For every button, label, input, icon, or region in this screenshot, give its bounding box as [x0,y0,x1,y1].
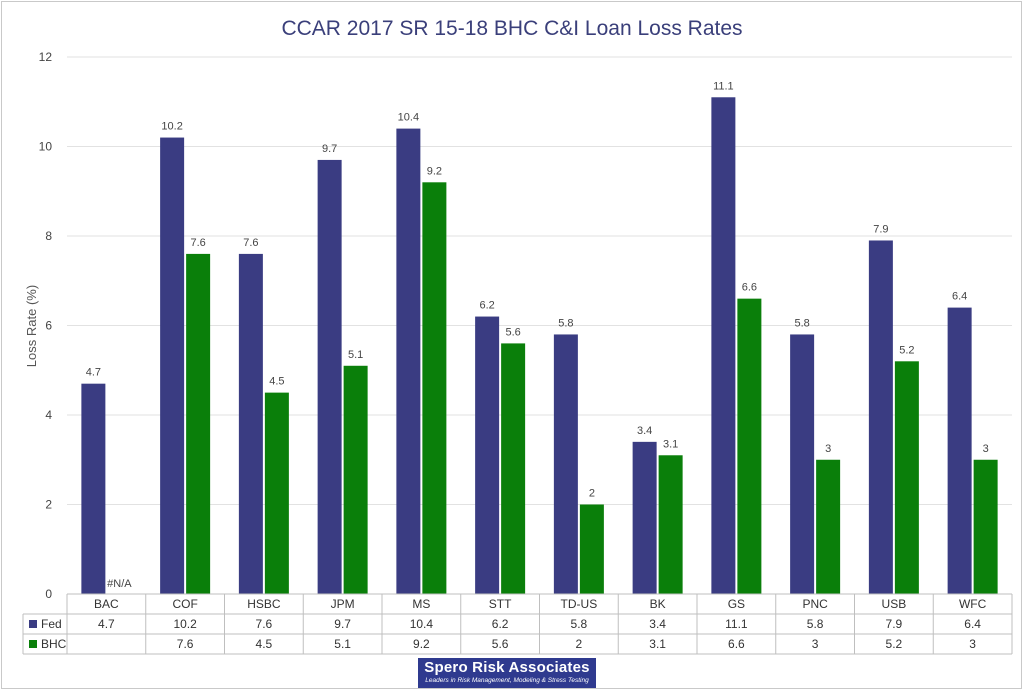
bar-bhc [579,504,604,594]
table-cell: 11.1 [725,617,748,631]
data-label: 3.1 [663,438,678,450]
table-cell: 7.9 [886,617,903,631]
table-cell: 7.6 [177,637,194,651]
table-cell: 6.4 [964,617,981,631]
data-label: 5.6 [505,326,520,338]
x-tick-label: USB [882,597,907,611]
data-label: 6.4 [952,291,967,303]
table-cell: 5.1 [334,637,351,651]
data-label: 5.8 [558,317,573,329]
bar-fed [711,97,736,595]
data-label: 9.7 [322,143,337,155]
x-tick-label: STT [489,597,512,611]
table-cell: 10.2 [173,617,197,631]
y-tick-label: 0 [45,587,52,601]
y-tick-label: 8 [45,229,52,243]
data-label: 10.2 [161,121,182,133]
spero-logo: Spero Risk Associates Leaders in Risk Ma… [418,658,596,688]
table-cell: 5.6 [492,637,509,651]
data-label: 3 [825,443,831,455]
bar-bhc [816,459,841,594]
legend-swatch-fed [29,620,37,628]
data-label-na: #N/A [107,578,132,590]
data-label: 6.6 [742,282,757,294]
table-cell: 5.8 [571,617,588,631]
bar-bhc [343,365,368,594]
table-cell: 4.7 [98,617,115,631]
bar-fed [81,383,106,594]
table-cell: 4.5 [256,637,273,651]
data-label: 5.2 [899,344,914,356]
x-tick-label: BK [650,597,666,611]
bar-bhc [186,253,211,594]
data-label: 10.4 [398,112,419,124]
table-cell: 3.1 [649,637,666,651]
y-axis-label: Loss Rate (%) [24,285,39,367]
data-label: 9.2 [427,165,442,177]
data-label: 5.8 [794,317,809,329]
legend-label-bhc: BHC [41,637,67,651]
x-tick-label: TD-US [561,597,598,611]
data-label: 3 [983,443,989,455]
chart-title: CCAR 2017 SR 15-18 BHC C&I Loan Loss Rat… [281,17,742,40]
logo-name: Spero Risk Associates [424,659,590,676]
bar-bhc [658,455,683,594]
bar-fed [396,128,421,594]
table-cell: 3 [812,637,819,651]
table-cell: 9.2 [413,637,430,651]
bar-bhc [894,361,919,594]
table-cell: 9.7 [334,617,351,631]
bar-fed [317,159,342,595]
table-cell: 6.6 [728,637,745,651]
x-tick-label: BAC [94,597,119,611]
x-tick-label: MS [412,597,430,611]
bar-fed [868,240,893,594]
x-tick-label: JPM [331,597,355,611]
x-tick-label: GS [728,597,745,611]
bar-fed [238,253,263,594]
table-cell: 5.2 [886,637,903,651]
y-tick-label: 2 [45,498,52,512]
table-cell: 10.4 [410,617,434,631]
data-label: 7.6 [243,237,258,249]
data-label: 7.6 [190,237,205,249]
bar-bhc [422,182,447,595]
x-tick-label: PNC [802,597,828,611]
logo-tagline: Leaders in Risk Management, Modeling & S… [425,677,589,684]
x-tick-label: HSBC [247,597,281,611]
data-label: 2 [589,488,595,500]
legend-label-fed: Fed [41,617,62,631]
table-cell: 6.2 [492,617,509,631]
bar-fed [790,334,815,594]
bar-bhc [264,392,289,594]
table-cell: 7.6 [256,617,273,631]
table-cell: 3 [969,637,976,651]
table-cell: 2 [576,637,583,651]
x-tick-label: COF [172,597,197,611]
y-tick-label: 12 [39,50,53,64]
bar-fed [947,307,972,594]
y-tick-label: 4 [45,408,52,422]
table-cell: 3.4 [649,617,666,631]
legend-swatch-bhc [29,640,37,648]
data-label: 11.1 [713,80,734,92]
x-tick-label: WFC [959,597,987,611]
data-label: 5.1 [348,349,363,361]
bar-fed [632,441,657,594]
y-tick-label: 10 [39,140,53,154]
data-label: 4.7 [86,367,101,379]
data-label: 6.2 [479,300,494,312]
bar-fed [553,334,578,594]
data-label: 3.4 [637,425,652,437]
bar-bhc [737,298,762,594]
bar-fed [475,316,500,594]
data-label: 4.5 [269,376,284,388]
y-tick-label: 6 [45,319,52,333]
table-cell: 5.8 [807,617,824,631]
bar-bhc [973,459,998,594]
data-label: 7.9 [873,223,888,235]
bar-fed [160,137,185,595]
bar-bhc [501,343,526,594]
